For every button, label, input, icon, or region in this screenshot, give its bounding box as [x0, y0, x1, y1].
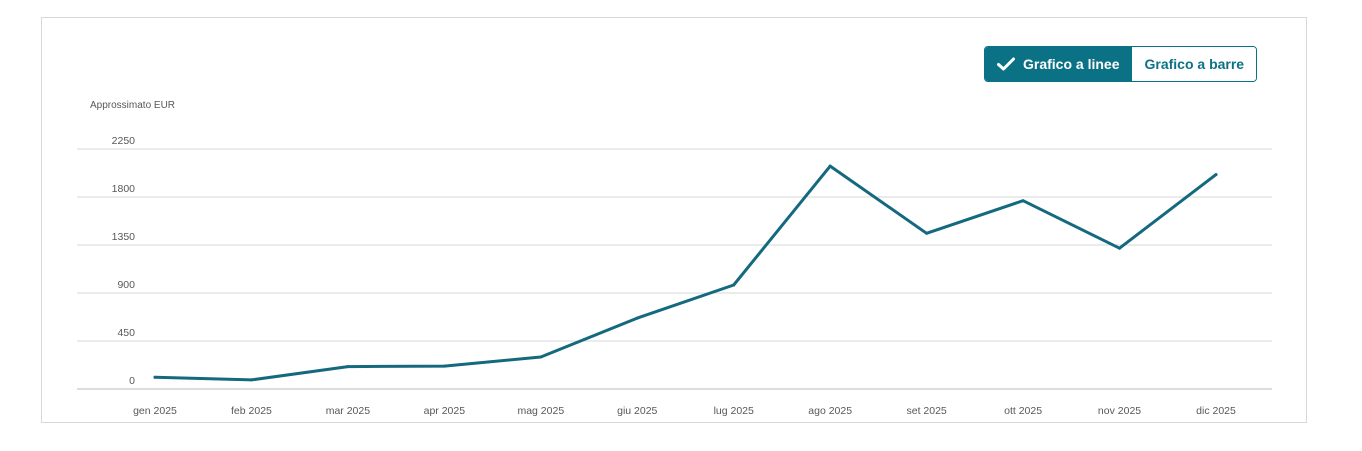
data-point — [1118, 246, 1122, 250]
x-tick-label: nov 2025 — [1098, 405, 1141, 417]
x-tick-label: gen 2025 — [133, 405, 177, 417]
data-point — [442, 364, 446, 368]
y-tick-label: 1350 — [112, 231, 136, 243]
x-tick-label: giu 2025 — [617, 405, 657, 417]
x-tick-label: ott 2025 — [1004, 405, 1042, 417]
line-chart-button[interactable]: Grafico a linee — [985, 47, 1132, 81]
bar-chart-button[interactable]: Grafico a barre — [1131, 47, 1257, 81]
data-point — [1214, 173, 1218, 177]
data-point — [249, 378, 253, 382]
data-point — [925, 231, 929, 235]
line-chart-button-label: Grafico a linee — [1023, 56, 1120, 72]
data-point — [346, 365, 350, 369]
checkmark-icon — [997, 57, 1015, 71]
y-tick-label: 0 — [129, 375, 135, 387]
data-point — [732, 283, 736, 287]
y-axis-label: Approssimato EUR — [90, 100, 176, 111]
y-tick-label: 450 — [117, 327, 135, 339]
series-line — [153, 164, 1218, 382]
x-tick-label: feb 2025 — [231, 405, 272, 417]
y-tick-label: 2250 — [112, 135, 136, 147]
x-tick-label: ago 2025 — [808, 405, 852, 417]
data-point — [635, 316, 639, 320]
y-tick-label: 1800 — [112, 183, 136, 195]
x-tick-label: mag 2025 — [517, 405, 564, 417]
chart-type-toggle: Grafico a linee Grafico a barre — [984, 46, 1258, 82]
data-point — [539, 355, 543, 359]
chart-panel — [41, 17, 1307, 423]
data-point — [153, 375, 157, 379]
y-tick-label: 900 — [117, 279, 135, 291]
data-point — [828, 164, 832, 168]
x-tick-label: set 2025 — [906, 405, 946, 417]
bar-chart-button-label: Grafico a barre — [1144, 56, 1245, 72]
data-point — [1021, 199, 1025, 203]
x-tick-label: lug 2025 — [714, 405, 754, 417]
x-tick-label: mar 2025 — [326, 405, 371, 417]
x-tick-label: apr 2025 — [424, 405, 466, 417]
x-tick-label: dic 2025 — [1196, 405, 1236, 417]
